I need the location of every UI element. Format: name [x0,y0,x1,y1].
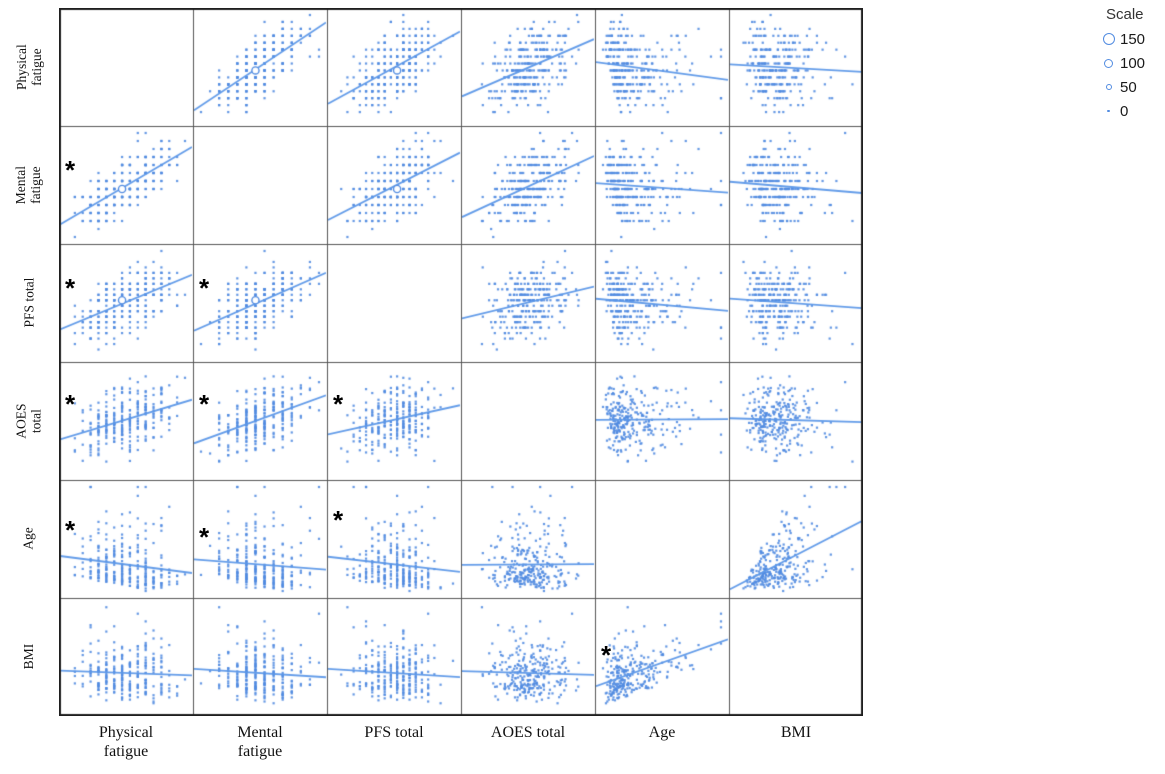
legend-entries: 150 100 50 0 [1100,27,1164,123]
legend-entry-label: 50 [1120,78,1137,96]
significance-asterisk: * [333,389,344,420]
col-label-pfs: PFS total [364,724,424,741]
row-label-physical: Physical fatigue [13,44,44,90]
legend-entry: 150 [1100,27,1164,51]
scale-bubble-icon [1100,84,1117,90]
legend-entry: 50 [1100,75,1164,99]
col-label-mental: Mental fatigue [237,724,283,761]
scale-bubble-icon [1100,58,1117,68]
scale-bubble-icon [1100,109,1117,113]
legend-entry-label: 0 [1120,102,1129,120]
legend-title: Scale [1106,6,1144,23]
significance-asterisk: * [333,505,344,536]
row-label-age: Age [20,527,36,551]
row-label-aoes: AOES total [13,403,44,439]
row-label-bmi: BMI [20,644,36,670]
significance-asterisk: * [65,272,76,303]
scale-legend: Scale 150 100 50 0 [1100,6,1164,123]
scatterplot-matrix-canvas [59,8,863,716]
legend-entry: 100 [1100,51,1164,75]
legend-entry: 0 [1100,99,1164,123]
significance-asterisk: * [601,639,612,670]
legend-entry-label: 100 [1120,54,1146,72]
col-label-aoes: AOES total [490,724,566,741]
significance-asterisk: * [65,154,76,185]
col-label-physical: Physical fatigue [98,724,154,761]
significance-asterisk: * [199,272,210,303]
significance-asterisk: * [65,389,76,420]
row-label-mental: Mental fatigue [13,165,44,205]
col-label-bmi: BMI [780,724,812,741]
legend-entry-label: 150 [1120,30,1146,48]
significance-asterisk: * [65,514,76,545]
significance-asterisk: * [199,521,210,552]
col-label-age: Age [648,724,676,741]
scale-bubble-icon [1100,33,1117,45]
row-label-pfs: PFS total [20,278,36,328]
significance-asterisk: * [199,389,210,420]
